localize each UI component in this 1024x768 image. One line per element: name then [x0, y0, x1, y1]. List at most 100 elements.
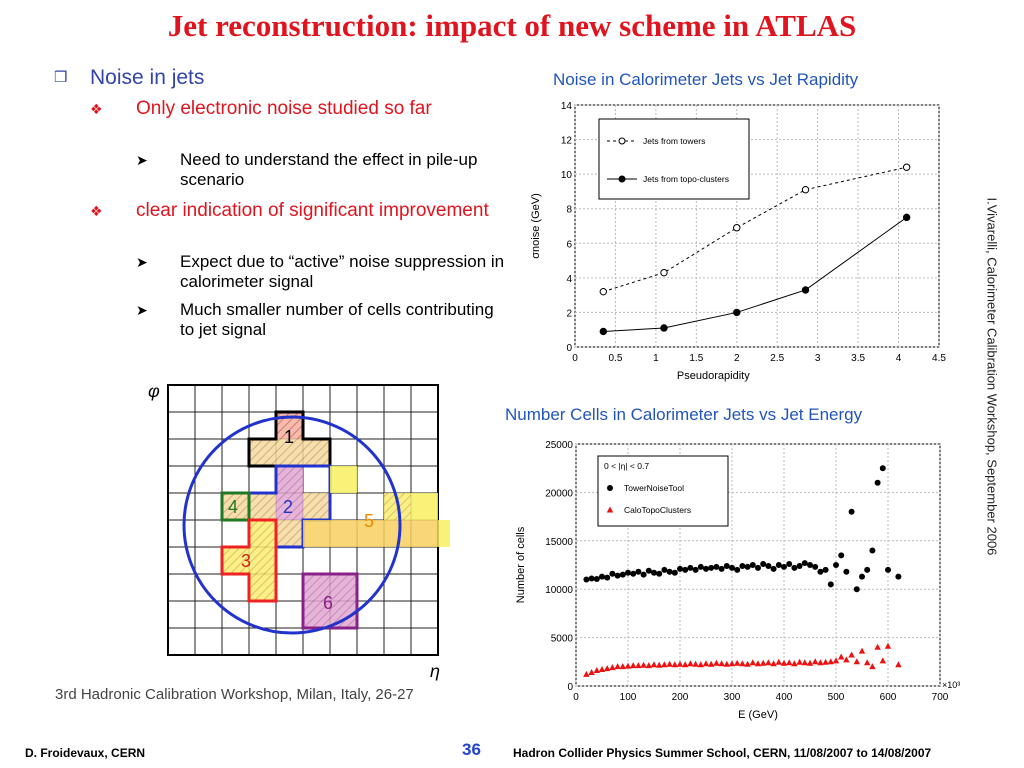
data-point-towernoisetool — [765, 562, 772, 569]
y-axis-label: σnoise (GeV) — [530, 193, 542, 258]
data-point-calotopoclusters — [614, 663, 621, 670]
x-tick-label: 700 — [932, 692, 949, 703]
data-point-calotopoclusters — [687, 660, 694, 667]
x-tick-label: 4 — [896, 353, 902, 364]
x-tick-label: 0.5 — [608, 353, 622, 364]
cluster2-cell — [249, 493, 276, 520]
diamond-bullet-icon: ❖ — [90, 203, 103, 219]
chart2-legend: 0 < |η| < 0.7 TowerNoiseTool CaloTopoClust… — [597, 455, 729, 527]
y-tick-label: 25000 — [545, 440, 573, 451]
data-point-towernoisetool — [879, 465, 886, 472]
data-point-towernoisetool — [614, 572, 621, 579]
data-point-towernoisetool — [630, 570, 637, 577]
data-point-towernoisetool — [692, 566, 699, 573]
data-point-calotopoclusters — [832, 657, 840, 664]
series-line-towers — [603, 166, 907, 293]
data-point-towernoisetool — [734, 566, 741, 573]
x-tick-label: 200 — [672, 692, 689, 703]
cluster2-cell — [276, 520, 303, 547]
data-point-towernoisetool — [609, 570, 616, 577]
data-point-calotopoclusters — [739, 660, 746, 667]
data-point-towernoisetool — [848, 508, 855, 515]
data-point-calotopoclusters — [754, 660, 762, 667]
data-point-towernoisetool — [859, 573, 865, 580]
bullet-text: Only electronic noise studied so far — [136, 98, 432, 119]
x-tick-label: 600 — [880, 692, 897, 703]
jet-cluster-diagram: φ η 1 2 3 4 5 6 — [148, 381, 450, 681]
chart2-title: Number Cells in Calorimeter Jets vs Jet … — [505, 405, 863, 424]
data-point-topo — [801, 286, 810, 294]
legend-header: 0 < |η| < 0.7 — [604, 461, 649, 471]
square-bullet-icon: ❒ — [54, 69, 68, 86]
data-point-calotopoclusters — [598, 666, 606, 673]
data-point-calotopoclusters — [749, 659, 756, 666]
side-credit-box: I.Vivarelli, Calorimeter Calibration Wor… — [982, 198, 1002, 580]
data-point-calotopoclusters — [656, 661, 663, 668]
data-point-towernoisetool — [760, 561, 767, 568]
x-tick-label: 1.5 — [689, 353, 703, 364]
data-point-towernoisetool — [744, 563, 751, 570]
footer-author: D. Froidevaux, CERN — [25, 746, 146, 760]
diagram-cells — [220, 410, 450, 630]
legend-entry: Jets from towers — [643, 136, 705, 146]
data-point-calotopoclusters — [661, 661, 668, 668]
data-point-towernoisetool — [651, 569, 657, 576]
data-point-calotopoclusters — [723, 660, 730, 667]
slide-title: Jet reconstruction: impact of new scheme… — [167, 8, 857, 43]
data-point-towers — [733, 224, 741, 232]
data-point-towers — [599, 287, 608, 296]
x-tick-label: 500 — [828, 692, 845, 703]
data-point-topo — [902, 213, 911, 222]
data-point-towernoisetool — [645, 567, 652, 574]
data-point-towernoisetool — [838, 552, 845, 559]
cluster6-cell — [303, 601, 330, 628]
y-axis-label: Number of cells — [515, 526, 527, 603]
data-point-calotopoclusters — [713, 659, 720, 666]
data-point-calotopoclusters — [884, 642, 892, 649]
data-point-calotopoclusters — [583, 670, 590, 677]
x-tick-label: 1 — [653, 353, 659, 364]
eta-axis-label: η — [430, 661, 440, 681]
data-point-towernoisetool — [635, 568, 642, 575]
bullet-text: Noise in jets — [90, 66, 205, 89]
data-point-calotopoclusters — [728, 660, 736, 667]
phi-axis-label: φ — [148, 381, 160, 401]
data-point-calotopoclusters — [650, 661, 658, 668]
legend-entry: TowerNoiseTool — [624, 483, 684, 493]
cells-vs-energy-chart: 0 100 200 300 400 500 600 700 0 5000 10000 15000 200… — [515, 440, 960, 721]
data-point-calotopoclusters — [874, 643, 881, 650]
data-point-calotopoclusters — [697, 661, 704, 668]
chart1-title: Noise in Calorimeter Jets vs Jet Rapidit… — [553, 70, 859, 89]
data-point-towernoisetool — [677, 565, 683, 572]
x-tick-label: 100 — [620, 692, 637, 703]
legend-swatch-marker — [607, 485, 613, 491]
cluster6-outline — [301, 572, 359, 630]
data-point-towernoisetool — [687, 564, 694, 571]
data-point-towernoisetool — [796, 562, 803, 569]
data-point-towernoisetool — [786, 561, 793, 568]
x-tick-label: 0 — [573, 692, 579, 703]
data-point-topo — [599, 327, 608, 336]
data-point-calotopoclusters — [624, 662, 632, 669]
cluster1-cell — [276, 439, 303, 466]
data-point-calotopoclusters — [791, 660, 798, 667]
bullet-level3: ➤ Much smaller number of cells contribut… — [136, 300, 510, 340]
y-tick-label: 2 — [566, 308, 572, 319]
y-tick-label: 15000 — [545, 537, 573, 548]
x-tick-label: 2.5 — [770, 353, 784, 364]
data-point-calotopoclusters — [770, 660, 777, 667]
data-point-calotopoclusters — [588, 668, 595, 675]
data-point-calotopoclusters — [718, 660, 725, 667]
data-point-towernoisetool — [755, 564, 761, 571]
y-tick-label: 4 — [566, 274, 572, 285]
cluster3-outline — [220, 518, 278, 603]
x-axis-label: Pseudorapidity — [677, 370, 750, 382]
data-point-calotopoclusters — [702, 660, 710, 667]
cluster-label-3: 3 — [241, 551, 251, 571]
data-point-calotopoclusters — [895, 661, 902, 668]
data-point-towernoisetool — [885, 566, 891, 573]
data-point-towernoisetool — [656, 570, 663, 577]
data-point-towernoisetool — [864, 566, 871, 573]
data-point-towernoisetool — [625, 569, 631, 576]
data-point-towernoisetool — [801, 560, 808, 567]
